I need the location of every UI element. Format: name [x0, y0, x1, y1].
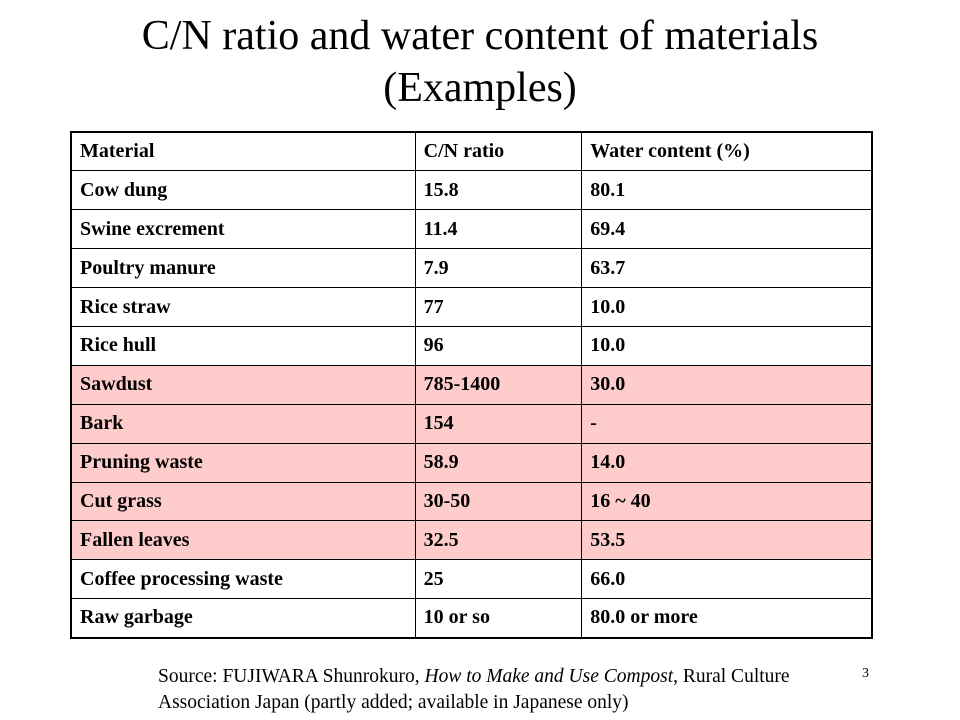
source-citation: Source: FUJIWARA Shunrokuro, How to Make…: [158, 664, 858, 716]
source-book-title: How to Make and Use Compost: [424, 666, 674, 687]
cell-cn-ratio: 785-1400: [414, 364, 583, 405]
table-row: Swine excrement 11.4 69.4: [70, 209, 873, 250]
cell-cn-ratio: 154: [414, 403, 583, 444]
cell-water-content: 30.0: [581, 364, 873, 405]
table-row: Fallen leaves 32.5 53.5: [70, 520, 873, 561]
cell-material: Cow dung: [70, 170, 416, 211]
cell-cn-ratio: 96: [414, 325, 583, 366]
cell-cn-ratio: 10 or so: [414, 598, 583, 639]
source-prefix: Source: FUJIWARA Shunrokuro,: [158, 666, 425, 687]
cell-material: Poultry manure: [70, 248, 416, 289]
page-number: 3: [862, 666, 869, 681]
cell-water-content: 10.0: [581, 287, 873, 327]
cell-material: Raw garbage: [70, 598, 416, 639]
cell-material: Coffee processing waste: [70, 559, 416, 600]
cell-water-content: -: [581, 403, 873, 444]
cell-cn-ratio: 25: [414, 559, 583, 600]
cell-cn-ratio: 15.8: [414, 170, 583, 211]
cell-material: Rice hull: [70, 325, 416, 366]
table-row: Cut grass 30-50 16 ~ 40: [70, 481, 873, 522]
cell-water-content: 66.0: [581, 559, 873, 600]
cell-material: Fallen leaves: [70, 520, 416, 561]
cell-cn-ratio: 7.9: [414, 248, 583, 289]
table-row: Bark 154 -: [70, 403, 873, 444]
table-row: Poultry manure 7.9 63.7: [70, 248, 873, 289]
header-material: Material: [70, 131, 416, 172]
table-row: Rice straw 77 10.0: [70, 287, 873, 327]
table-row: Coffee processing waste 25 66.0: [70, 559, 873, 600]
cell-cn-ratio: 11.4: [414, 209, 583, 250]
cell-material: Cut grass: [70, 481, 416, 522]
table-header-row: Material C/N ratio Water content (%): [70, 131, 873, 172]
cell-water-content: 10.0: [581, 325, 873, 366]
cell-material: Rice straw: [70, 287, 416, 327]
materials-table: Material C/N ratio Water content (%) Cow…: [70, 131, 873, 639]
table-row: Cow dung 15.8 80.1: [70, 170, 873, 211]
cell-water-content: 16 ~ 40: [581, 481, 873, 522]
cell-material: Swine excrement: [70, 209, 416, 250]
slide-title-line1: C/N ratio and water content of materials: [141, 13, 819, 59]
cell-material: Sawdust: [70, 364, 416, 405]
cell-cn-ratio: 77: [414, 287, 583, 327]
cell-material: Bark: [70, 403, 416, 444]
slide-title-line2: (Examples): [383, 65, 577, 111]
cell-cn-ratio: 30-50: [414, 481, 583, 522]
slide-title: C/N ratio and water content of materials…: [0, 10, 960, 114]
source-suffix: , Rural Culture Association Japan (partl…: [158, 666, 790, 713]
header-water-content: Water content (%): [581, 131, 873, 172]
cell-material: Pruning waste: [70, 442, 416, 483]
cell-water-content: 63.7: [581, 248, 873, 289]
header-cn-ratio: C/N ratio: [414, 131, 583, 172]
cell-water-content: 14.0: [581, 442, 873, 483]
cell-water-content: 80.1: [581, 170, 873, 211]
cell-cn-ratio: 32.5: [414, 520, 583, 561]
table-row: Raw garbage 10 or so 80.0 or more: [70, 598, 873, 639]
cell-water-content: 80.0 or more: [581, 598, 873, 639]
cell-water-content: 69.4: [581, 209, 873, 250]
table-row: Sawdust 785-1400 30.0: [70, 364, 873, 405]
table-row: Rice hull 96 10.0: [70, 325, 873, 366]
cell-cn-ratio: 58.9: [414, 442, 583, 483]
table-row: Pruning waste 58.9 14.0: [70, 442, 873, 483]
cell-water-content: 53.5: [581, 520, 873, 561]
